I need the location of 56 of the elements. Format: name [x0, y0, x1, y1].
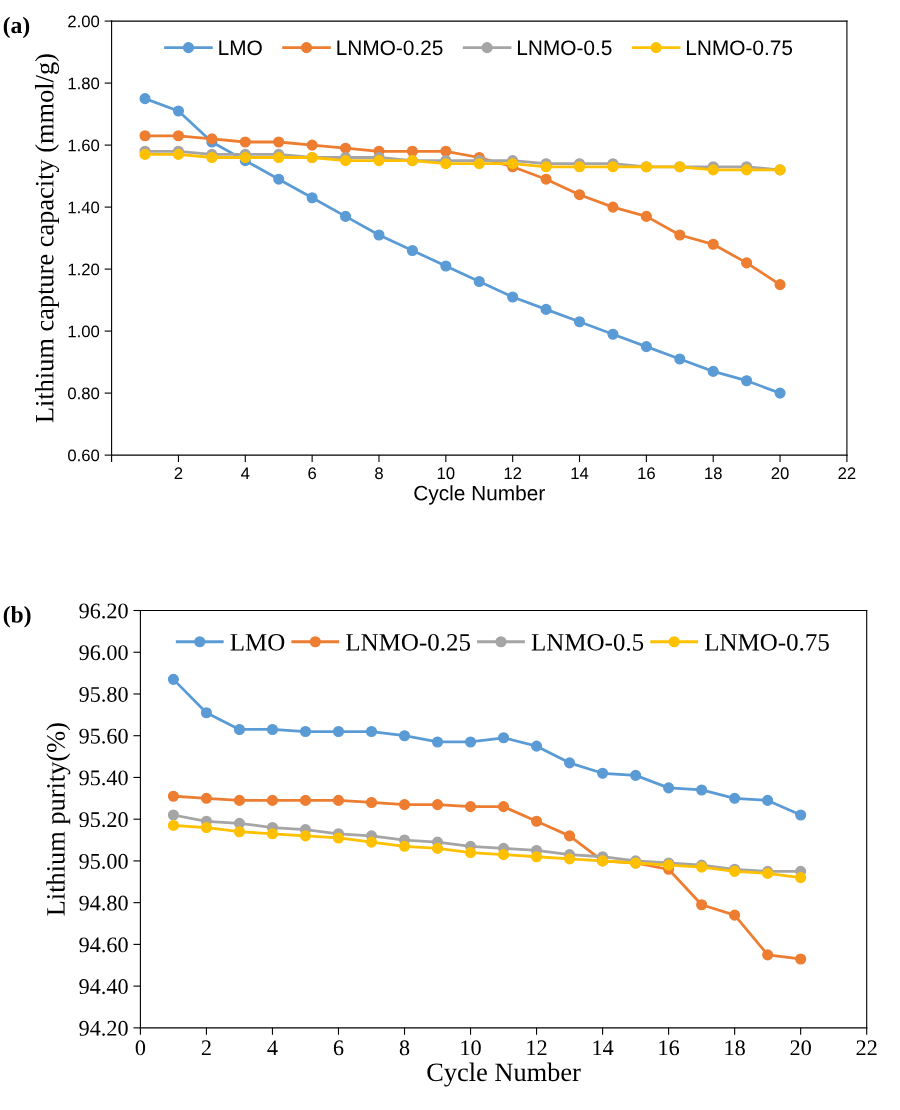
- x-tick-label: 22: [856, 1040, 877, 1056]
- y-tick-label: 2.00: [68, 15, 100, 28]
- y-tick-label: 95.40: [79, 770, 128, 786]
- y-tick-label: 1.20: [68, 263, 100, 276]
- x-tick-label: 6: [333, 1040, 344, 1056]
- legend-label: LNMO-0.25: [337, 40, 443, 56]
- legend-label: LNMO-0.75: [686, 40, 793, 56]
- y-tick-label: 95.00: [79, 853, 128, 869]
- x-tick-label: 20: [790, 1040, 811, 1056]
- legend-label: LMO: [230, 633, 285, 651]
- x-tick-label: 16: [659, 1040, 680, 1056]
- y-tick-label: 95.60: [79, 728, 128, 744]
- x-tick-label: 14: [593, 1040, 614, 1056]
- y-tick-label: 1.80: [68, 77, 100, 90]
- y-tick-label: 94.40: [79, 979, 128, 995]
- x-tick-label: 10: [461, 1040, 481, 1056]
- x-tick-label: 8: [399, 1040, 410, 1056]
- x-tick-label: 4: [267, 1040, 278, 1056]
- x-tick-label: 22: [838, 467, 856, 479]
- x-tick-label: 0: [135, 1040, 146, 1056]
- x-tick-label: 4: [241, 467, 250, 479]
- legend-label: LNMO-0.75: [704, 633, 829, 651]
- text: (a): [3, 16, 30, 39]
- x-tick-label: 16: [638, 467, 655, 480]
- y-tick-label: 96.20: [79, 603, 128, 619]
- x-axis-title: Cycle Number: [414, 485, 545, 505]
- x-tick-label: 6: [308, 467, 317, 480]
- legend-label: LNMO-0.25: [346, 633, 471, 651]
- y-tick-label: 94.60: [79, 937, 128, 953]
- x-tick-label: 12: [527, 1040, 547, 1056]
- legend-label: LMO: [219, 40, 262, 56]
- y-tick-label: 95.80: [79, 686, 128, 702]
- x-tick-label: 20: [771, 467, 789, 480]
- x-tick-label: 10: [437, 467, 455, 480]
- x-tick-label: 18: [705, 467, 722, 480]
- text: (b): [3, 606, 31, 628]
- x-tick-label: 18: [725, 1040, 745, 1056]
- y-tick-label: 1.60: [68, 139, 100, 152]
- legend-label: LNMO-0.5: [517, 40, 612, 56]
- y-tick-label: 96.00: [79, 645, 128, 661]
- x-tick-label: 12: [504, 467, 522, 479]
- y-tick-label: 94.80: [79, 895, 128, 911]
- y-tick-label: 1.40: [68, 201, 100, 214]
- y-tick-label: 1.00: [68, 325, 100, 338]
- y-tick-label: 95.20: [79, 812, 128, 828]
- x-tick-label: 2: [174, 467, 183, 479]
- legend-label: LNMO-0.5: [531, 633, 644, 651]
- x-tick-label: 2: [201, 1040, 211, 1056]
- x-tick-label: 14: [571, 467, 589, 479]
- x-axis-title: Cycle Number: [427, 1062, 581, 1087]
- y-tick-label: 94.20: [79, 1020, 128, 1036]
- y-axis-title: Lithium capture capacity (mmol/g): [35, 54, 60, 423]
- y-axis-title: Lithium purity(%): [46, 723, 71, 916]
- y-tick-label: 0.60: [68, 449, 100, 462]
- x-tick-label: 8: [375, 467, 383, 480]
- y-tick-label: 0.80: [68, 387, 100, 400]
